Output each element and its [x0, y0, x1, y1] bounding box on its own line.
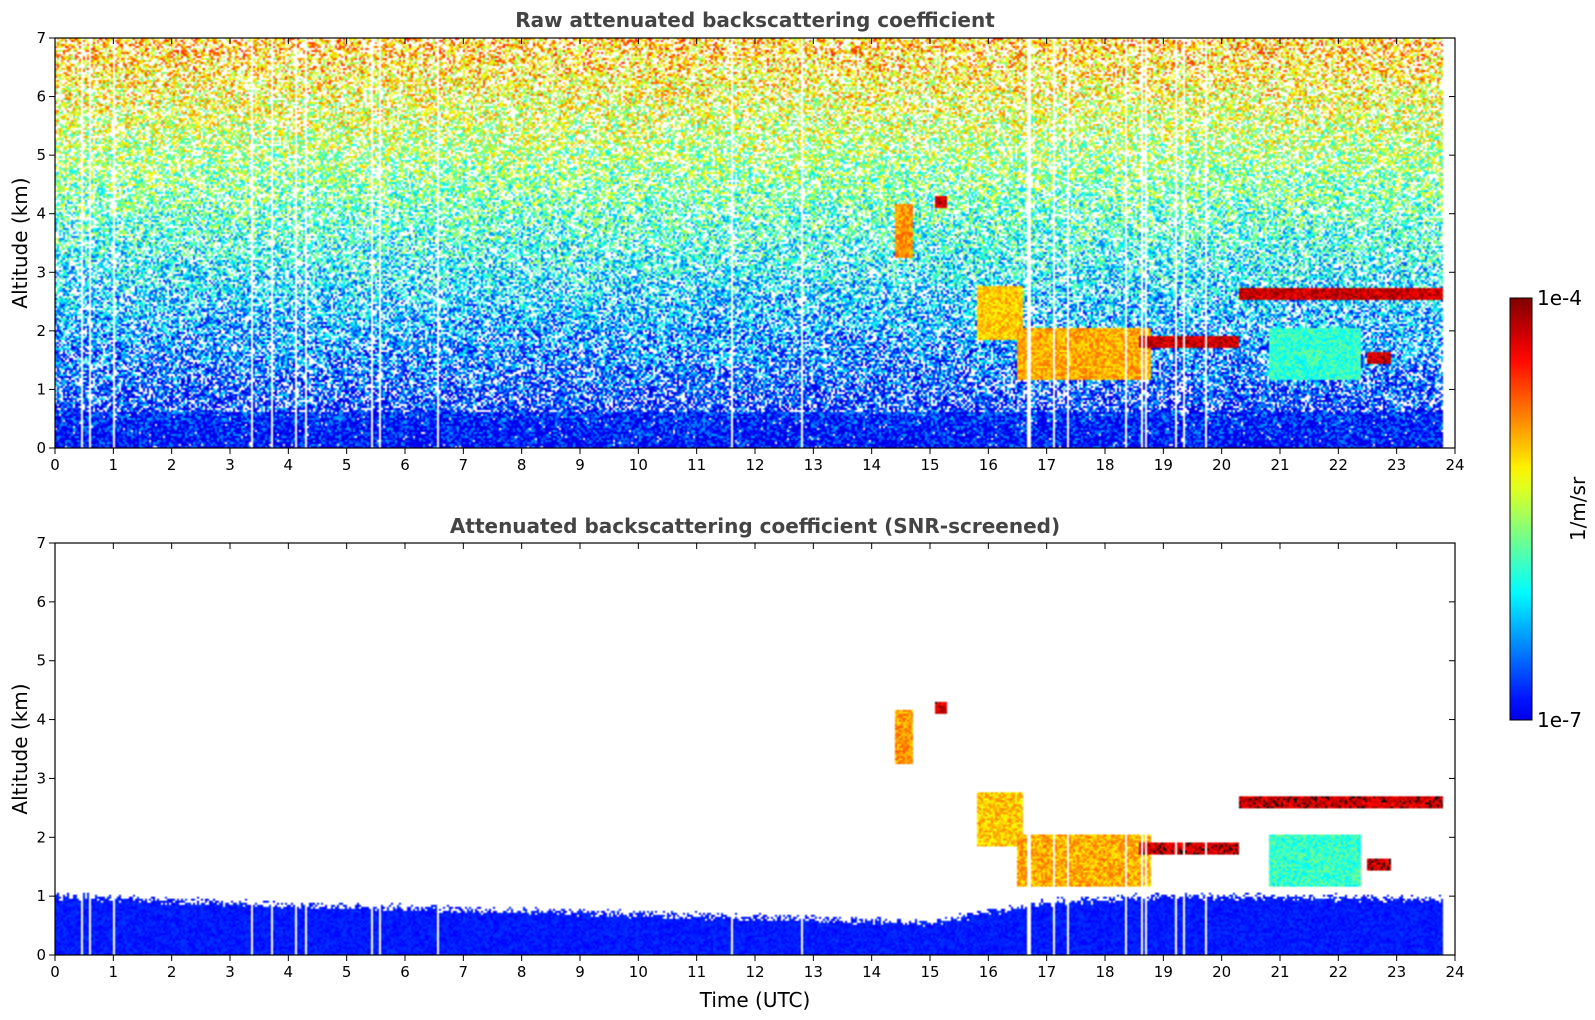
x-tick-label: 8: [517, 963, 527, 981]
chart-title-screened: Attenuated backscattering coefficient (S…: [450, 514, 1060, 538]
y-tick-label: 0: [36, 439, 46, 457]
x-tick-label: 23: [1387, 963, 1406, 981]
x-tick-label: 5: [342, 456, 352, 474]
colorbar: 1e-4 1e-7 1/m/sr: [1509, 286, 1590, 732]
x-tick-label: 20: [1212, 456, 1231, 474]
x-tick-label: 19: [1154, 456, 1173, 474]
colorbar-unit-label: 1/m/sr: [1566, 476, 1590, 541]
x-tick-label: 3: [225, 963, 235, 981]
y-tick-label: 0: [36, 946, 46, 964]
y-axis-ticks-screened: 0 1 2 3 4 5 6 7: [36, 534, 1455, 964]
x-tick-label: 12: [745, 963, 764, 981]
x-tick-label: 22: [1329, 963, 1348, 981]
heatmap-screened: [55, 543, 1455, 955]
x-tick-label: 21: [1270, 456, 1289, 474]
y-tick-label: 5: [36, 146, 46, 164]
x-tick-label: 18: [1095, 963, 1114, 981]
y-tick-label: 6: [36, 88, 46, 106]
y-tick-label: 1: [36, 887, 46, 905]
x-tick-label: 7: [459, 456, 469, 474]
y-tick-label: 3: [36, 263, 46, 281]
x-tick-label: 6: [400, 456, 410, 474]
x-tick-label: 19: [1154, 963, 1173, 981]
x-axis-ticks-screened: 0 1 2 3 4 5 6 7 8 9 10 11 12 13 14 15 16 17 18 19 20 21 22 23 24: [50, 543, 1465, 981]
x-tick-label: 22: [1329, 456, 1348, 474]
x-tick-label: 0: [50, 963, 60, 981]
x-tick-label: 9: [575, 963, 585, 981]
heatmap-raw: [55, 38, 1455, 448]
y-tick-label: 4: [36, 205, 46, 223]
x-tick-label: 17: [1037, 963, 1056, 981]
x-tick-label: 11: [687, 456, 706, 474]
panel-raw: Raw attenuated backscattering coefficien…: [8, 8, 1465, 474]
x-tick-label: 4: [284, 963, 294, 981]
x-tick-label: 15: [920, 963, 939, 981]
x-tick-label: 11: [687, 963, 706, 981]
x-tick-label: 6: [400, 963, 410, 981]
x-tick-label: 24: [1445, 963, 1464, 981]
y-tick-label: 2: [36, 828, 46, 846]
x-tick-label: 13: [804, 456, 823, 474]
y-axis-label-raw: Altitude (km): [8, 177, 32, 308]
x-tick-label: 10: [629, 456, 648, 474]
x-tick-label: 5: [342, 963, 352, 981]
x-tick-label: 18: [1095, 456, 1114, 474]
x-tick-label: 7: [459, 963, 469, 981]
panel-screened: Attenuated backscattering coefficient (S…: [8, 514, 1465, 1012]
colorbar-gradient: [1509, 297, 1533, 721]
colorbar-min-label: 1e-7: [1537, 708, 1582, 732]
y-axis-ticks-raw: 0 1 2 3 4 5 6 7: [36, 29, 1455, 457]
x-tick-label: 12: [745, 456, 764, 474]
y-tick-label: 6: [36, 593, 46, 611]
y-tick-label: 5: [36, 652, 46, 670]
x-tick-label: 15: [920, 456, 939, 474]
y-tick-label: 2: [36, 322, 46, 340]
x-tick-label: 24: [1445, 456, 1464, 474]
chart-title-raw: Raw attenuated backscattering coefficien…: [515, 8, 995, 32]
x-tick-label: 17: [1037, 456, 1056, 474]
y-tick-label: 7: [36, 534, 46, 552]
x-tick-label: 14: [862, 456, 881, 474]
x-tick-label: 8: [517, 456, 527, 474]
y-tick-label: 3: [36, 769, 46, 787]
x-axis-ticks-raw: 0 1 2 3 4 5 6 7 8 9 10 11 12 13 14 15 16 17 18 19 20 21 22 23 24: [50, 38, 1465, 474]
x-tick-label: 0: [50, 456, 60, 474]
x-tick-label: 16: [979, 963, 998, 981]
x-tick-label: 2: [167, 456, 177, 474]
x-tick-label: 1: [109, 456, 119, 474]
x-tick-label: 4: [284, 456, 294, 474]
x-tick-label: 21: [1270, 963, 1289, 981]
x-tick-label: 13: [804, 963, 823, 981]
y-tick-label: 7: [36, 29, 46, 47]
x-tick-label: 16: [979, 456, 998, 474]
x-tick-label: 23: [1387, 456, 1406, 474]
y-tick-label: 4: [36, 711, 46, 729]
x-tick-label: 10: [629, 963, 648, 981]
y-axis-label-screened: Altitude (km): [8, 683, 32, 814]
x-tick-label: 9: [575, 456, 585, 474]
x-axis-label: Time (UTC): [699, 988, 811, 1012]
x-tick-label: 20: [1212, 963, 1231, 981]
x-tick-label: 14: [862, 963, 881, 981]
x-tick-label: 1: [109, 963, 119, 981]
y-tick-label: 1: [36, 380, 46, 398]
x-tick-label: 2: [167, 963, 177, 981]
colorbar-max-label: 1e-4: [1537, 286, 1582, 310]
x-tick-label: 3: [225, 456, 235, 474]
